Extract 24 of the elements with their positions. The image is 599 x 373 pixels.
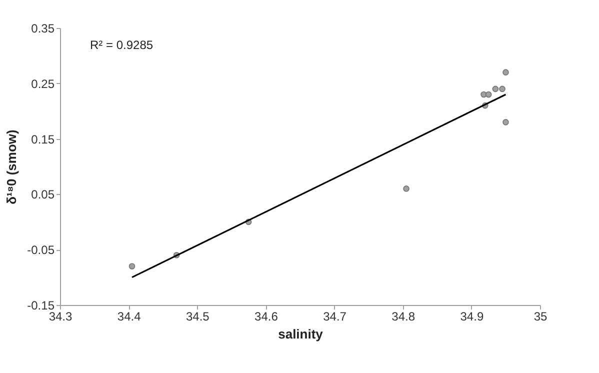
y-tick-label: -0.15: [27, 298, 55, 312]
y-tick-label: 0.15: [31, 132, 55, 146]
y-tick-label: 0.35: [31, 22, 55, 36]
x-tick-label: 34.9: [460, 310, 484, 324]
y-tick-label: -0.05: [27, 243, 55, 258]
x-tick-label: 34.8: [392, 310, 416, 324]
point: [403, 186, 410, 192]
x-tick-label: 34.3: [48, 310, 72, 324]
y-tick-label: 0.05: [31, 188, 55, 202]
point: [499, 86, 506, 92]
x-tick-label: 34.5: [186, 310, 210, 324]
annotation: R² = 0.9285: [90, 38, 154, 52]
x-axis-title: salinity: [278, 326, 324, 342]
point: [485, 91, 492, 98]
x-tick-label: 34.4: [117, 310, 142, 324]
x-tick-label: 34.7: [323, 310, 347, 324]
x-tick-label: 35: [534, 310, 548, 324]
point: [492, 86, 499, 92]
y-axis-title: δ¹⁸0 (smow): [4, 130, 20, 204]
point: [502, 69, 509, 76]
x-tick-label: 34.6: [254, 310, 278, 324]
point: [128, 263, 136, 270]
point: [502, 119, 509, 126]
y-tick-label: 0.25: [31, 76, 55, 91]
